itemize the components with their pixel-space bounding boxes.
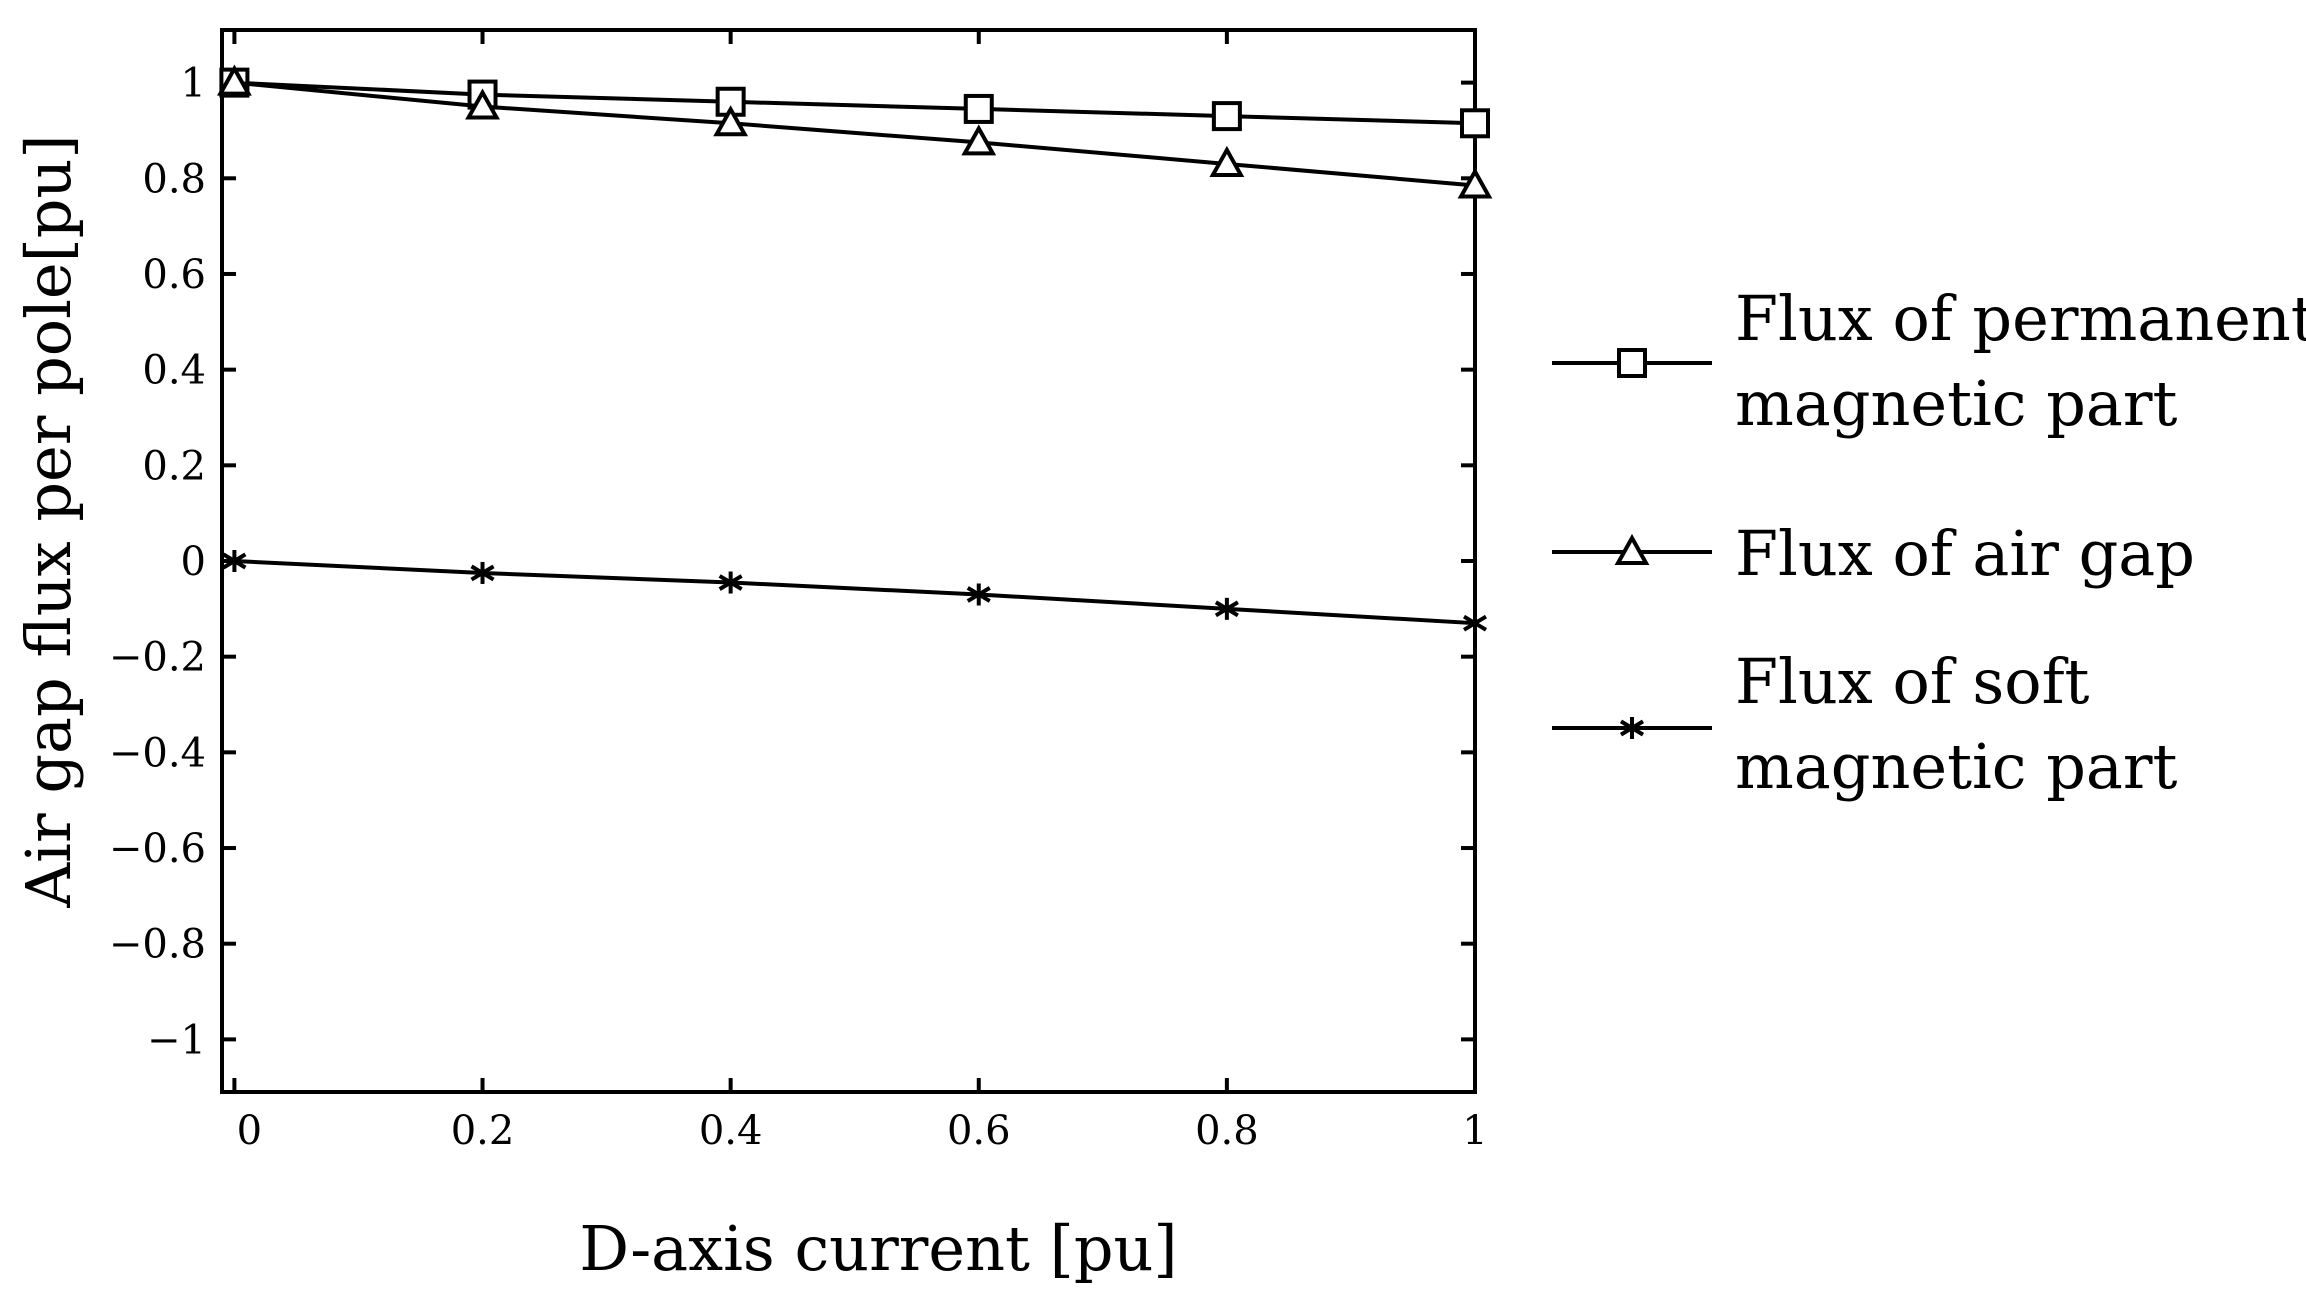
triangle-marker-shape <box>1209 145 1245 177</box>
data-point-triangle <box>1457 167 1493 199</box>
asterisk-stroke <box>718 574 743 591</box>
data-point-triangle <box>216 64 252 96</box>
data-point-asterisk <box>222 550 247 572</box>
legend-marker-triangle <box>1614 533 1650 565</box>
triangle-marker-shape <box>713 105 749 137</box>
series-line-triangle <box>234 80 1476 188</box>
data-point-asterisk <box>1462 612 1488 635</box>
legend-label: magnetic part <box>1735 367 2178 440</box>
triangle-marker-shape <box>465 88 500 120</box>
triangle-marker-shape <box>1457 167 1493 199</box>
triangle-marker-shape <box>216 64 252 96</box>
y-tick-label: −0.6 <box>109 826 206 872</box>
asterisk-stroke <box>470 564 495 582</box>
legend-entry: Flux of soft magnetic part <box>1552 645 2178 803</box>
asterisk-stroke <box>966 586 991 603</box>
legend-entry: Flux of permanent magnetic part <box>1552 282 2306 440</box>
y-axis-title: Air gap flux per pole[pu] <box>12 134 85 908</box>
data-point-asterisk <box>718 571 743 594</box>
legend-entry: Flux of air gap <box>1552 517 2195 590</box>
series-line-square <box>234 80 1476 126</box>
square-marker-shape <box>1460 108 1490 139</box>
legend: Flux of permanent magnetic part Flux of ai… <box>1552 282 2306 803</box>
y-tick-label: −0.2 <box>109 635 206 681</box>
data-point-triangle <box>713 105 749 137</box>
data-point-triangle <box>1209 145 1245 177</box>
y-tick-label: 0 <box>181 539 206 585</box>
legend-label: Flux of permanent <box>1735 282 2306 355</box>
y-tick-label: 0.8 <box>142 156 206 202</box>
y-tick-label: −1 <box>147 1017 206 1063</box>
data-point-triangle <box>961 124 997 156</box>
triangle-marker-shape <box>961 124 997 156</box>
legend-marker-asterisk <box>1619 717 1645 739</box>
square-marker-shape <box>1617 348 1647 378</box>
y-tick-label: 0.2 <box>142 443 206 489</box>
x-tick-label: 0 <box>237 1108 262 1154</box>
x-tick-label: 1 <box>1462 1108 1487 1154</box>
axes-frame <box>220 28 1477 1094</box>
x-tick-label: 0.4 <box>699 1108 763 1154</box>
x-axis-title: D-axis current [pu] <box>579 1212 1177 1285</box>
legend-label: magnetic part <box>1735 730 2178 803</box>
y-tick-label: −0.4 <box>109 730 206 776</box>
data-point-square <box>1460 108 1490 139</box>
data-point-square <box>1211 101 1242 132</box>
legend-marker-square <box>1617 348 1647 378</box>
square-marker-shape <box>963 93 994 124</box>
asterisk-stroke <box>222 552 247 570</box>
data-point-asterisk <box>1214 597 1239 620</box>
asterisk-stroke <box>1214 600 1239 618</box>
square-marker-shape <box>1211 101 1242 132</box>
data-point-asterisk <box>966 583 991 606</box>
data-point-asterisk <box>470 561 495 584</box>
asterisk-stroke <box>1462 614 1488 632</box>
x-tick-label: 0.2 <box>451 1108 515 1154</box>
x-tick-label: 0.8 <box>1195 1108 1259 1154</box>
asterisk-stroke <box>1619 719 1645 737</box>
legend-label: Flux of air gap <box>1735 517 2195 590</box>
data-point-square <box>963 93 994 124</box>
legend-label: Flux of soft <box>1735 645 2090 718</box>
plot-area: 1 0.8 0.6 0.4 0.2 0 −0.2 −0.4 −0.6 −0.8 −1 0 0.2 0.4 0… <box>12 28 1493 1285</box>
triangle-marker-shape <box>1614 533 1650 565</box>
y-tick-label: 0.4 <box>142 348 206 394</box>
data-point-triangle <box>465 88 500 120</box>
y-tick-label: −0.8 <box>109 922 206 968</box>
y-tick-label: 0.6 <box>142 252 206 298</box>
y-tick-label: 1 <box>181 61 206 107</box>
x-tick-label: 0.6 <box>947 1108 1011 1154</box>
series-line-asterisk <box>234 559 1476 626</box>
